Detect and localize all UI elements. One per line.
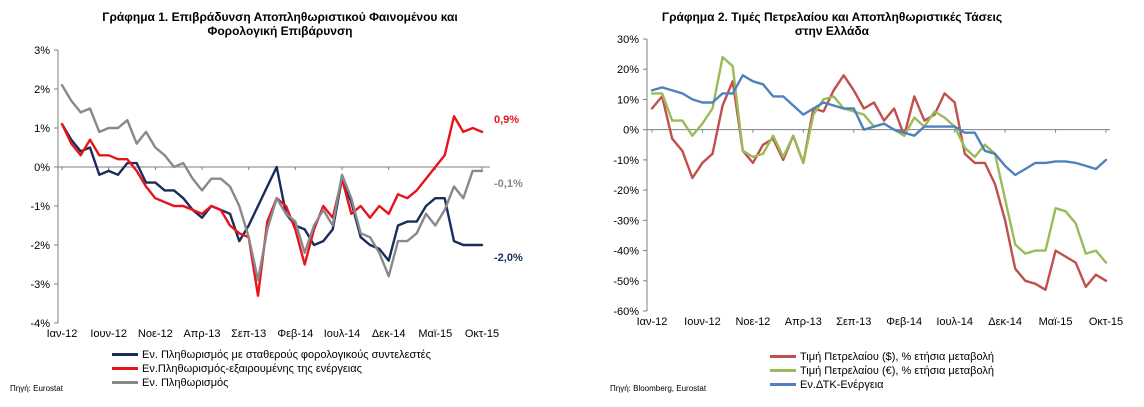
chart-1-series-line-3 <box>60 83 484 282</box>
chart-2-legend-item: Εν.ΔΤΚ-Ενέργεια <box>770 378 994 392</box>
chart-2-x-tick-label: Σεπ-13 <box>836 316 871 328</box>
chart-2-y-tick-label: -40% <box>613 246 639 258</box>
chart-1-y-tick-label: -1% <box>30 201 50 213</box>
chart-1-source: Πηγή: Eurostat <box>10 384 63 393</box>
chart-2-title-line-2: στην Ελλάδα <box>794 24 870 38</box>
chart-2-y-tick-label: 20% <box>617 64 639 76</box>
chart-2-y-tick-label: -50% <box>613 276 639 288</box>
chart-2-y-tick-label: -10% <box>613 155 639 167</box>
chart-1-legend-swatch <box>112 380 138 384</box>
chart-1-x-tick-label: Ιαν-12 <box>47 328 78 340</box>
chart-2-y-tick-label: -60% <box>613 306 639 318</box>
chart-2-y-tick-label: -20% <box>613 185 639 197</box>
chart-1-x-tick-label: Σεπ-13 <box>231 328 266 340</box>
chart-1-title: Γράφημα 1. Επιβράδυνση Αποπληθωριστικού … <box>0 10 570 38</box>
chart-1-x-tick-label: Φεβ-14 <box>277 328 313 340</box>
chart-1-y-tick-label: 2% <box>34 84 50 96</box>
chart-2-x-tick-label: Οκτ-15 <box>1089 316 1123 328</box>
chart-1-y-tick-label: -3% <box>30 279 50 291</box>
chart-1-series-line-2 <box>60 115 484 297</box>
chart-2-legend-item: Τιμή Πετρελαίου ($), % ετήσια μεταβολή <box>770 350 994 364</box>
chart-2-series-line-1 <box>650 74 1108 291</box>
chart-1-y-tick-label: 1% <box>34 123 50 135</box>
chart-1-legend-item: Εν.Πληθωρισμός-εξαιρουμένης της ενέργεια… <box>112 362 431 376</box>
chart-1-x-tick-label: Μαϊ-15 <box>418 328 452 340</box>
chart-1-legend-swatch <box>112 366 138 370</box>
chart-1-end-value-label: -2,0% <box>494 252 523 264</box>
chart-2-x-tick-label: Μαϊ-15 <box>1039 316 1073 328</box>
chart-1-legend: Εν. Πληθωρισμός με σταθερούς φορολογικού… <box>112 348 431 390</box>
chart-panel-1: Γράφημα 1. Επιβράδυνση Αποπληθωριστικού … <box>0 0 560 407</box>
chart-2-source: Πηγή: Bloomberg, Eurostat <box>610 384 707 393</box>
chart-1-x-tick-label: Δεκ-14 <box>372 328 406 340</box>
chart-1-end-value-label: -0,1% <box>494 178 523 190</box>
chart-panel-2: Γράφημα 2. Τιμές Πετρελαίου και Αποπληθω… <box>572 0 1144 407</box>
chart-1-x-tick-label: Ιουλ-14 <box>324 328 361 340</box>
chart-1-plot: 3% 2% 1% 0% -1% -2% -3% -4%Ιαν-12 Ιουν-12 Νοε-12 Α… <box>30 45 523 340</box>
chart-2-series-line-2 <box>650 55 1108 264</box>
chart-1-y-tick-label: -4% <box>30 318 50 330</box>
chart-1-legend-swatch <box>112 352 138 356</box>
chart-1-y-tick-label: 3% <box>34 45 50 57</box>
chart-1-title-line-2: Φορολογική Επιβάρυνση <box>207 24 353 38</box>
chart-2-x-tick-label: Απρ-13 <box>785 316 822 328</box>
chart-2-legend-label: Τιμή Πετρελαίου ($), % ετήσια μεταβολή <box>800 351 994 363</box>
chart-1-series-line-1 <box>60 122 484 262</box>
chart-2-y-tick-label: 30% <box>617 34 639 46</box>
chart-2-legend-item: Τιμή Πετρελαίου (€), % ετήσια μεταβολή <box>770 364 994 378</box>
chart-2-legend-label: Εν.ΔΤΚ-Ενέργεια <box>800 379 884 391</box>
chart-1-legend-item: Εν. Πληθωρισμός <box>112 376 431 390</box>
chart-1-end-value-label: 0,9% <box>494 114 519 126</box>
chart-1-x-tick-label: Απρ-13 <box>183 328 220 340</box>
chart-1-legend-label: Εν.Πληθωρισμός-εξαιρουμένης της ενέργεια… <box>142 363 362 375</box>
chart-2-x-tick-label: Δεκ-14 <box>988 316 1022 328</box>
chart-2-legend: Τιμή Πετρελαίου ($), % ετήσια μεταβολή Τι… <box>770 350 994 392</box>
chart-2-legend-swatch <box>770 354 796 358</box>
chart-2-x-tick-label: Ιαν-12 <box>637 316 668 328</box>
chart-1-y-tick-label: 0% <box>34 162 50 174</box>
chart-2-legend-swatch <box>770 382 796 386</box>
chart-1-legend-label: Εν. Πληθωρισμός <box>142 377 229 389</box>
chart-1-legend-item: Εν. Πληθωρισμός με σταθερούς φορολογικού… <box>112 348 431 362</box>
chart-1-title-line-1: Γράφημα 1. Επιβράδυνση Αποπληθωριστικού … <box>102 10 458 24</box>
chart-2-title-line-1: Γράφημα 2. Τιμές Πετρελαίου και Αποπληθω… <box>661 10 1003 24</box>
chart-2-legend-swatch <box>770 368 796 372</box>
chart-2-y-tick-label: 0% <box>623 125 639 137</box>
chart-1-x-tick-label: Οκτ-15 <box>465 328 499 340</box>
chart-1-x-tick-label: Ιουν-12 <box>90 328 127 340</box>
chart-2-x-tick-label: Ιουλ-14 <box>936 316 973 328</box>
chart-1-legend-label: Εν. Πληθωρισμός με σταθερούς φορολογικού… <box>142 349 431 361</box>
chart-2-x-tick-label: Φεβ-14 <box>886 316 922 328</box>
chart-1-x-tick-label: Νοε-12 <box>138 328 173 340</box>
chart-2-x-tick-label: Ιουν-12 <box>684 316 721 328</box>
chart-1-y-tick-label: -2% <box>30 240 50 252</box>
chart-2-y-tick-label: -30% <box>613 215 639 227</box>
chart-2-title: Γράφημα 2. Τιμές Πετρελαίου και Αποπληθω… <box>542 10 1122 38</box>
chart-2-y-tick-label: 10% <box>617 94 639 106</box>
chart-2-series-line-3 <box>650 74 1108 177</box>
chart-2-x-tick-label: Νοε-12 <box>735 316 770 328</box>
chart-2-legend-label: Τιμή Πετρελαίου (€), % ετήσια μεταβολή <box>800 365 994 377</box>
chart-2-plot: 30% 20% 10% 0% -10% -20% -30% -40% -50% -60%Ιαν-1… <box>613 34 1123 328</box>
